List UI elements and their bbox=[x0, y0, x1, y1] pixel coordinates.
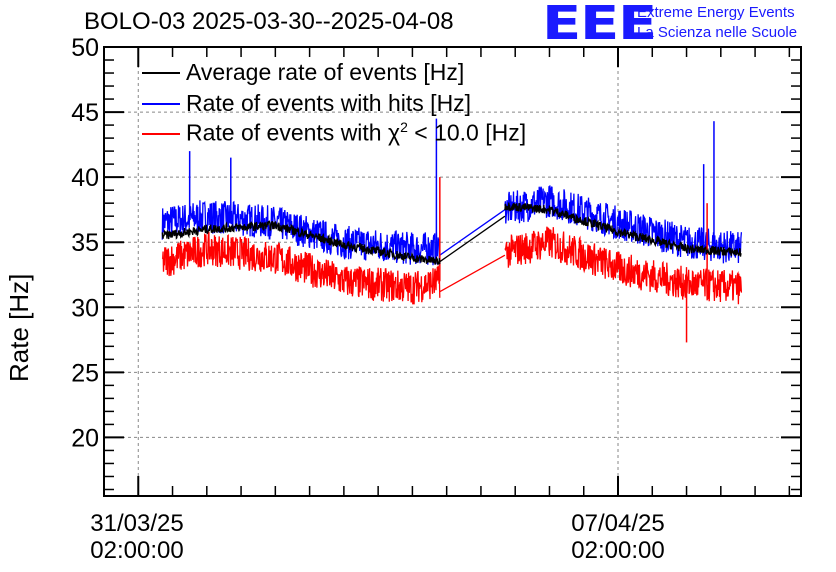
y-tick-label-4: 40 bbox=[71, 164, 99, 192]
data-traces bbox=[161, 118, 743, 343]
series-1-segment-0 bbox=[161, 200, 441, 266]
x-tick-time-0: 02:00:00 bbox=[90, 537, 184, 564]
x-tick-label-1: 07/04/25 02:00:00 bbox=[563, 510, 673, 564]
grid-lines bbox=[104, 47, 801, 496]
y-tick-label-2: 30 bbox=[71, 294, 99, 322]
y-tick-label-3: 35 bbox=[71, 229, 99, 257]
series-2 bbox=[161, 177, 743, 343]
series-0-segment-2 bbox=[504, 202, 742, 257]
y-axis-label: Rate [Hz] bbox=[4, 273, 34, 382]
legend-chi-sup: 2 bbox=[400, 119, 408, 135]
y-axis-tick-labels: 20 25 30 35 40 45 50 bbox=[71, 34, 99, 452]
series-0 bbox=[161, 202, 742, 265]
x-tick-label-0: 31/03/25 02:00:00 bbox=[82, 510, 192, 564]
x-tick-time-1: 02:00:00 bbox=[571, 537, 665, 564]
x-axis-ticks bbox=[103, 47, 791, 496]
chart-title: BOLO-03 2025-03-30--2025-04-08 bbox=[84, 8, 454, 35]
legend-label-avg: Average rate of events [Hz] bbox=[186, 59, 465, 85]
legend-line-hits bbox=[142, 103, 180, 105]
legend-label-hits: Rate of events with hits [Hz] bbox=[186, 90, 472, 116]
logo-line-1: Extreme Energy Events bbox=[637, 4, 795, 21]
legend-chi-suffix: < 10.0 [Hz] bbox=[407, 119, 527, 146]
series-1 bbox=[161, 118, 743, 266]
series-0-segment-0 bbox=[161, 220, 441, 265]
x-tick-date-1: 07/04/25 bbox=[571, 510, 665, 537]
y-tick-label-6: 50 bbox=[71, 34, 99, 62]
series-1-segment-1 bbox=[439, 209, 506, 256]
legend-line-avg bbox=[142, 72, 180, 74]
y-tick-label-5: 45 bbox=[71, 99, 99, 127]
plot-frame bbox=[103, 46, 802, 497]
logo-line-2: La Scienza nelle Scuole bbox=[637, 24, 798, 41]
legend-chi-prefix: Rate of events with χ bbox=[186, 119, 401, 146]
series-2-segment-2 bbox=[504, 226, 743, 305]
legend-line-chi bbox=[142, 133, 180, 135]
series-2-segment-1 bbox=[439, 254, 506, 293]
series-0-segment-1 bbox=[439, 215, 506, 263]
series-1-segment-2 bbox=[504, 185, 743, 264]
y-tick-label-0: 20 bbox=[71, 424, 99, 452]
y-tick-label-1: 25 bbox=[71, 359, 99, 387]
legend-label-chi: Rate of events with χ2 < 10.0 [Hz] bbox=[186, 119, 526, 147]
eee-logo: EEE bbox=[542, 0, 657, 50]
y-axis-ticks bbox=[104, 46, 801, 491]
x-tick-date-0: 31/03/25 bbox=[90, 510, 184, 537]
